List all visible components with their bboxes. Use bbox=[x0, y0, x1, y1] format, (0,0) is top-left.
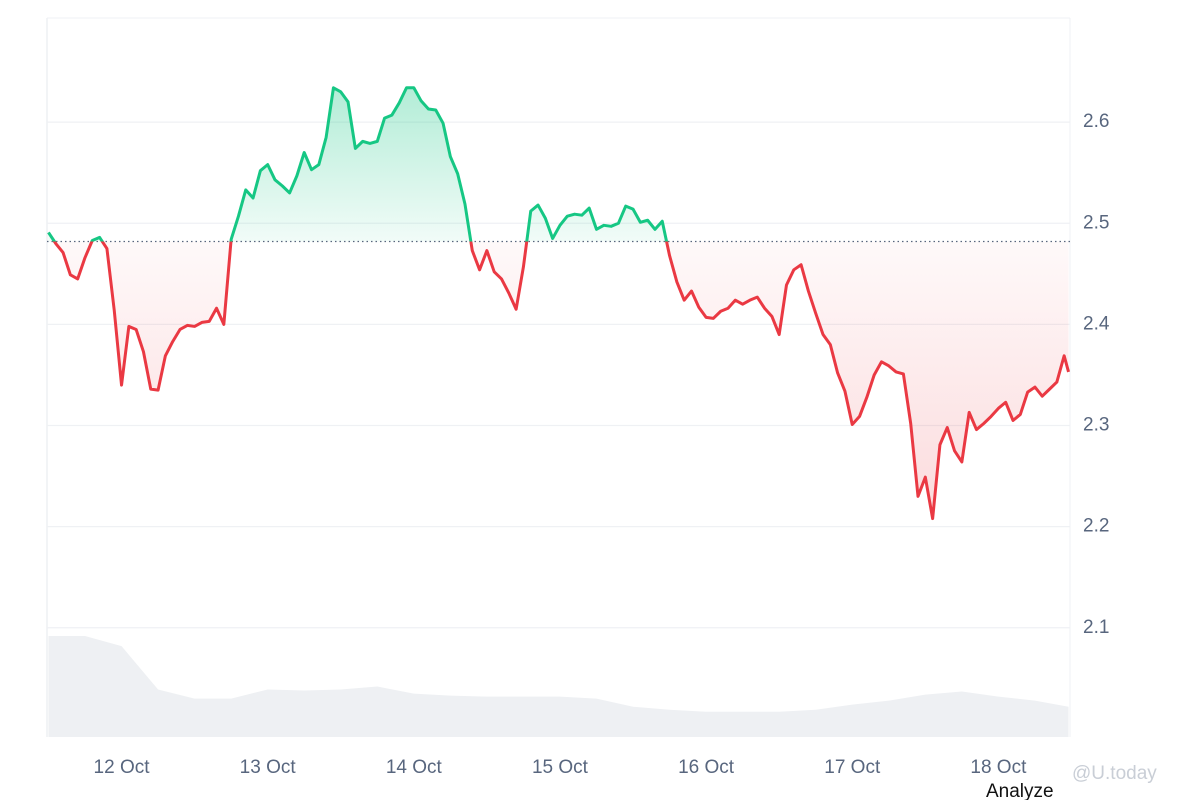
x-tick-label: 12 Oct bbox=[94, 757, 151, 778]
y-tick-label: 2.3 bbox=[1083, 415, 1109, 436]
x-tick-label: 14 Oct bbox=[386, 757, 443, 778]
y-tick-label: 2.2 bbox=[1083, 516, 1109, 537]
watermark: @U.today bbox=[1072, 763, 1157, 784]
y-tick-label: 2.5 bbox=[1083, 212, 1109, 233]
y-tick-label: 2.6 bbox=[1083, 111, 1109, 132]
price-area bbox=[48, 87, 1069, 519]
x-tick-label: 15 Oct bbox=[532, 757, 589, 778]
y-tick-label: 2.1 bbox=[1083, 617, 1109, 638]
x-tick-label: 17 Oct bbox=[824, 757, 881, 778]
x-tick-label: 18 Oct bbox=[970, 757, 1027, 778]
price-line bbox=[47, 86, 1070, 521]
x-tick-label: 13 Oct bbox=[240, 757, 297, 778]
y-tick-label: 2.4 bbox=[1083, 313, 1110, 334]
x-tick-label: 16 Oct bbox=[678, 757, 735, 778]
volume-area bbox=[48, 636, 1069, 737]
analyze-button[interactable]: Analyze bbox=[986, 781, 1054, 800]
